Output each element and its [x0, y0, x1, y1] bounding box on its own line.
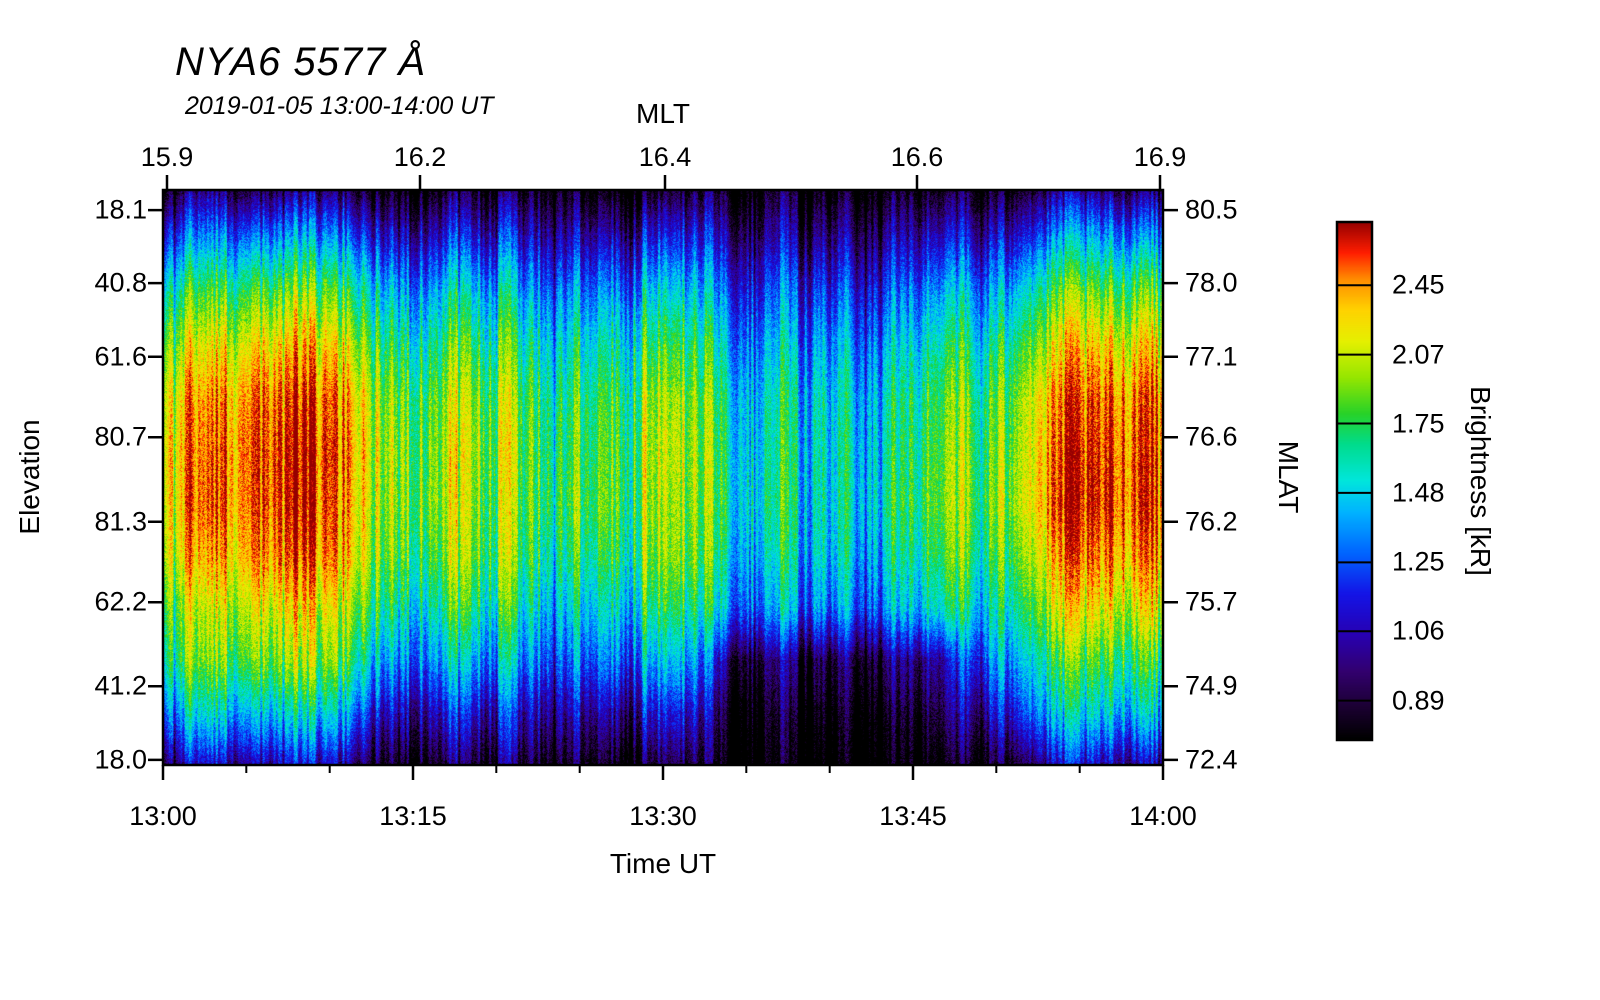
- tick-label: 18.0: [94, 744, 147, 775]
- time-axis-label: Time UT: [609, 848, 717, 879]
- tick-label: 14:00: [1129, 801, 1197, 831]
- tick-label: 40.8: [94, 267, 147, 298]
- tick-label: 78.0: [1185, 267, 1238, 298]
- tick-label: 18.1: [94, 194, 147, 225]
- tick-label: 16.6: [890, 142, 944, 172]
- tick-label: 1.06: [1392, 615, 1445, 646]
- tick-label: 2.07: [1392, 339, 1445, 370]
- tick-label: 16.4: [638, 142, 692, 172]
- tick-label: 41.2: [94, 670, 147, 701]
- tick-label: 77.1: [1185, 341, 1238, 372]
- tick-label: 76.2: [1185, 506, 1238, 537]
- tick-label: 74.9: [1185, 670, 1238, 701]
- tick-label: 76.6: [1185, 421, 1238, 452]
- chart-title: NYA6 5577 Å: [175, 40, 427, 84]
- tick-label: 1.75: [1392, 408, 1445, 438]
- tick-label: 13:15: [379, 801, 447, 831]
- tick-label: 13:00: [129, 801, 197, 831]
- tick-label: 80.7: [94, 421, 147, 452]
- tick-label: 13:45: [879, 801, 947, 831]
- tick-label: 1.25: [1392, 546, 1445, 577]
- tick-label: 2.45: [1392, 269, 1445, 300]
- tick-label: 80.5: [1185, 194, 1238, 225]
- colorbar-canvas: [1337, 222, 1372, 740]
- tick-label: 62.2: [94, 586, 147, 617]
- chart-subtitle: 2019-01-05 13:00-14:00 UT: [185, 92, 494, 120]
- mlt-axis-label: MLT: [636, 98, 690, 129]
- tick-label: 75.7: [1185, 586, 1238, 617]
- tick-label: 72.4: [1185, 744, 1238, 775]
- tick-label: 1.48: [1392, 477, 1445, 508]
- tick-label: 0.89: [1392, 685, 1445, 716]
- mlat-axis-label: MLAT: [1273, 440, 1304, 514]
- colorbar-label: Brightness [kR]: [1465, 386, 1496, 576]
- tick-label: 61.6: [94, 341, 147, 372]
- tick-label: 81.3: [94, 506, 147, 537]
- tick-label: 13:30: [629, 801, 697, 831]
- tick-label: 15.9: [140, 142, 194, 172]
- tick-label: 16.2: [393, 142, 447, 172]
- tick-label: 16.9: [1133, 142, 1187, 172]
- heatmap-canvas: [163, 190, 1163, 765]
- elevation-axis-label: Elevation: [14, 419, 45, 535]
